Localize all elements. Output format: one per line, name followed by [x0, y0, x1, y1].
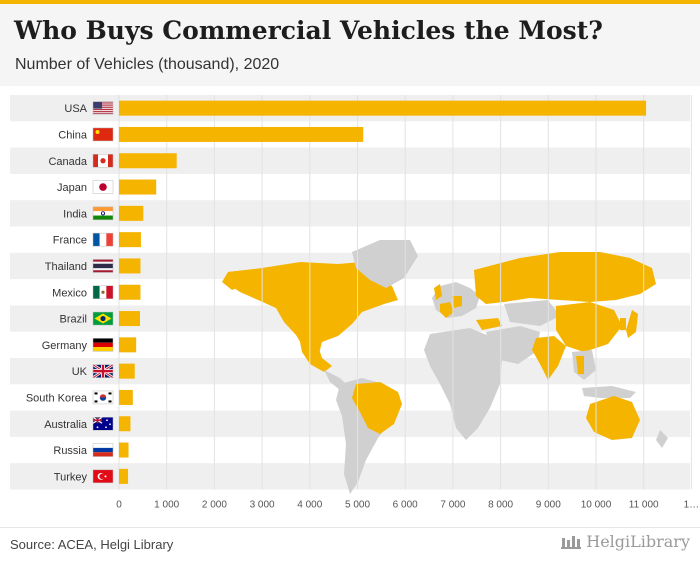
category-label: China — [58, 129, 88, 141]
th-flag-icon — [92, 259, 114, 273]
x-tick-labels: 0 1 000 2 000 3 000 4 000 5 000 6 000 7 000 8 00… — [116, 500, 699, 511]
chart-title: Who Buys Commercial Vehicles the Most? — [14, 16, 603, 45]
map-indonesia — [582, 386, 636, 398]
us-flag-icon — [92, 101, 114, 115]
uk-flag-icon — [92, 363, 114, 379]
de-flag-icon — [92, 338, 114, 352]
map-turkey — [476, 318, 502, 330]
bar — [119, 389, 133, 405]
category-label: Brazil — [59, 314, 87, 326]
brand-logo: HelgiLibrary — [560, 532, 690, 551]
category-label: Canada — [48, 156, 87, 168]
x-tick-label: 11 000 — [629, 500, 659, 511]
category-label: Thailand — [45, 261, 87, 273]
map-china — [556, 302, 622, 352]
ru-flag-icon — [92, 443, 114, 457]
map-uk — [434, 284, 442, 300]
brand-name: HelgiLibrary — [586, 532, 690, 551]
map-greenland — [352, 240, 418, 288]
x-tick-label: 3 000 — [250, 500, 275, 511]
x-tick-label: 5 000 — [345, 500, 370, 511]
bar — [119, 153, 177, 169]
map-thailand — [576, 356, 584, 374]
category-label: Turkey — [54, 471, 88, 483]
x-tick-label: 6 000 — [393, 500, 418, 511]
map-new-zealand — [656, 430, 668, 448]
bar — [119, 363, 135, 379]
category-label: South Korea — [26, 392, 88, 404]
map-india — [532, 336, 566, 380]
au-flag-icon — [92, 416, 114, 431]
x-tick-label: 9 000 — [536, 500, 561, 511]
bars — [119, 100, 647, 484]
x-tick-label: 1 000 — [154, 500, 179, 511]
x-tick-label: 4 000 — [297, 500, 322, 511]
x-tick-label: 0 — [116, 500, 122, 511]
map-africa — [424, 328, 502, 440]
map-russia — [474, 252, 656, 304]
map-alaska — [222, 270, 248, 290]
bar — [119, 311, 140, 327]
bar — [119, 232, 141, 248]
category-label: France — [53, 235, 87, 247]
map-korea — [620, 318, 626, 330]
flags — [92, 101, 114, 484]
mx-flag-icon — [92, 285, 114, 299]
map-france — [440, 302, 454, 318]
category-label: USA — [64, 103, 87, 115]
category-label: Russia — [53, 445, 88, 457]
category-labels: USA China Canada Japan India France Thailand Me… — [26, 103, 88, 483]
x-tick-label: 7 000 — [440, 500, 465, 511]
map-australia — [586, 396, 640, 440]
category-label: Japan — [57, 182, 87, 194]
map-mexico — [300, 342, 332, 372]
world-map — [222, 240, 668, 494]
chart-subtitle: Number of Vehicles (thousand), 2020 — [15, 56, 280, 73]
fr-flag-icon — [92, 232, 114, 247]
map-japan — [626, 310, 638, 338]
jp-flag-icon — [92, 180, 114, 194]
tr-flag-icon — [92, 469, 114, 484]
bar — [119, 468, 129, 484]
source-note: Source: ACEA, Helgi Library — [10, 537, 174, 552]
map-central-asia — [504, 300, 560, 326]
bar — [119, 205, 144, 221]
in-flag-icon — [92, 206, 114, 221]
category-label: India — [63, 208, 88, 220]
top-accent-bar — [0, 0, 700, 4]
category-label: Australia — [44, 419, 88, 431]
category-label: Mexico — [52, 287, 87, 299]
category-label: UK — [72, 366, 88, 378]
header: Who Buys Commercial Vehicles the Most? N… — [0, 4, 700, 86]
footer-divider — [0, 527, 700, 528]
bar-chart: USA China Canada Japan India France Thailand Me… — [10, 95, 699, 511]
bar — [119, 416, 131, 432]
bar — [119, 337, 137, 353]
bar — [119, 179, 157, 195]
ca-flag-icon — [92, 154, 114, 168]
x-tick-label: 10 000 — [581, 500, 612, 511]
bar — [119, 258, 141, 274]
x-tick-label: 8 000 — [488, 500, 513, 511]
map-brazil — [352, 382, 402, 434]
kr-flag-icon — [92, 390, 114, 405]
bar — [119, 126, 364, 142]
x-tick-label: 2 000 — [202, 500, 227, 511]
bar — [119, 100, 647, 116]
cn-flag-icon — [92, 127, 114, 142]
map-north-america — [228, 262, 398, 358]
bar — [119, 442, 129, 458]
bar — [119, 284, 141, 300]
category-label: Germany — [42, 340, 88, 352]
grid-lines — [118, 95, 692, 490]
library-icon — [561, 535, 582, 549]
x-tick-label: 1… — [684, 500, 700, 511]
map-germany — [452, 296, 462, 308]
br-flag-icon — [92, 311, 114, 326]
